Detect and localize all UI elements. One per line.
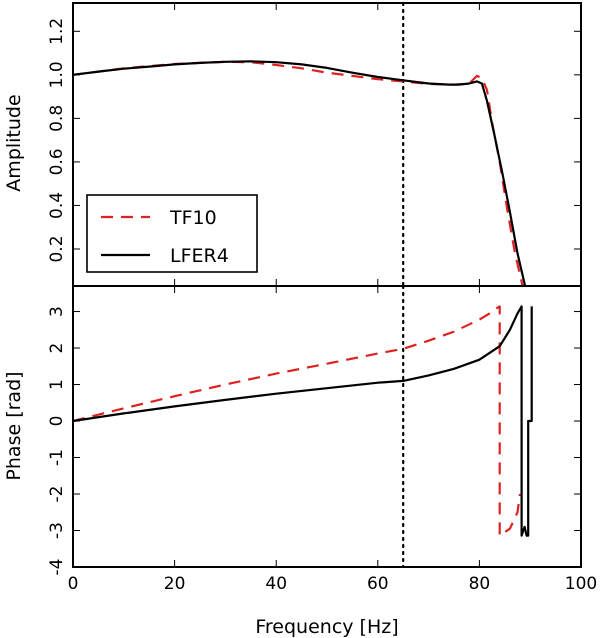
- series-line-lfer4: [73, 305, 533, 537]
- x-tick-label: 100: [565, 574, 597, 594]
- x-axis-label: Frequency [Hz]: [255, 616, 398, 638]
- series-line-tf10: [73, 305, 522, 537]
- y-tick-label: 0.2: [47, 235, 67, 262]
- y-tick-label: -4: [47, 559, 67, 576]
- y-tick-label: 1: [47, 379, 67, 390]
- y-tick-label: 0.6: [47, 148, 67, 175]
- y-tick-label: 3: [47, 306, 67, 317]
- x-tick-label: 60: [367, 574, 389, 594]
- y-tick-label: -2: [47, 486, 67, 503]
- x-tick-label: 0: [68, 574, 79, 594]
- legend-label-tf10: TF10: [169, 207, 217, 229]
- legend: TF10 LFER4: [86, 194, 258, 273]
- x-tick-label: 20: [164, 574, 186, 594]
- axes-frame: [72, 285, 582, 568]
- amplitude-panel: 0.2 0.4 0.6 0.8 1.0 1.2 TF10 LFER4: [47, 1, 582, 288]
- y-tick-label: 0.8: [47, 105, 67, 132]
- y-tick-label: 0: [47, 416, 67, 427]
- y-tick-label: -3: [47, 522, 67, 539]
- x-tick-label: 80: [469, 574, 491, 594]
- y-tick-label: 1.2: [47, 18, 67, 45]
- legend-label-lfer4: LFER4: [170, 245, 229, 267]
- x-tick-label: 40: [265, 574, 287, 594]
- y-tick-label: 0.4: [47, 192, 67, 219]
- series-line-lfer4: [73, 60, 527, 286]
- y-tick-label: -1: [47, 449, 67, 466]
- y-tick-label: 2: [47, 343, 67, 354]
- y-axis-label-amplitude: Amplitude: [3, 94, 25, 191]
- y-tick-label: 1.0: [47, 61, 67, 88]
- legend-box: [86, 194, 258, 273]
- y-axis-label-phase: Phase [rad]: [3, 371, 25, 480]
- phase-panel: -4 -3 -2 -1 0 1 2 3 0 20 40 60 80 100: [47, 284, 597, 594]
